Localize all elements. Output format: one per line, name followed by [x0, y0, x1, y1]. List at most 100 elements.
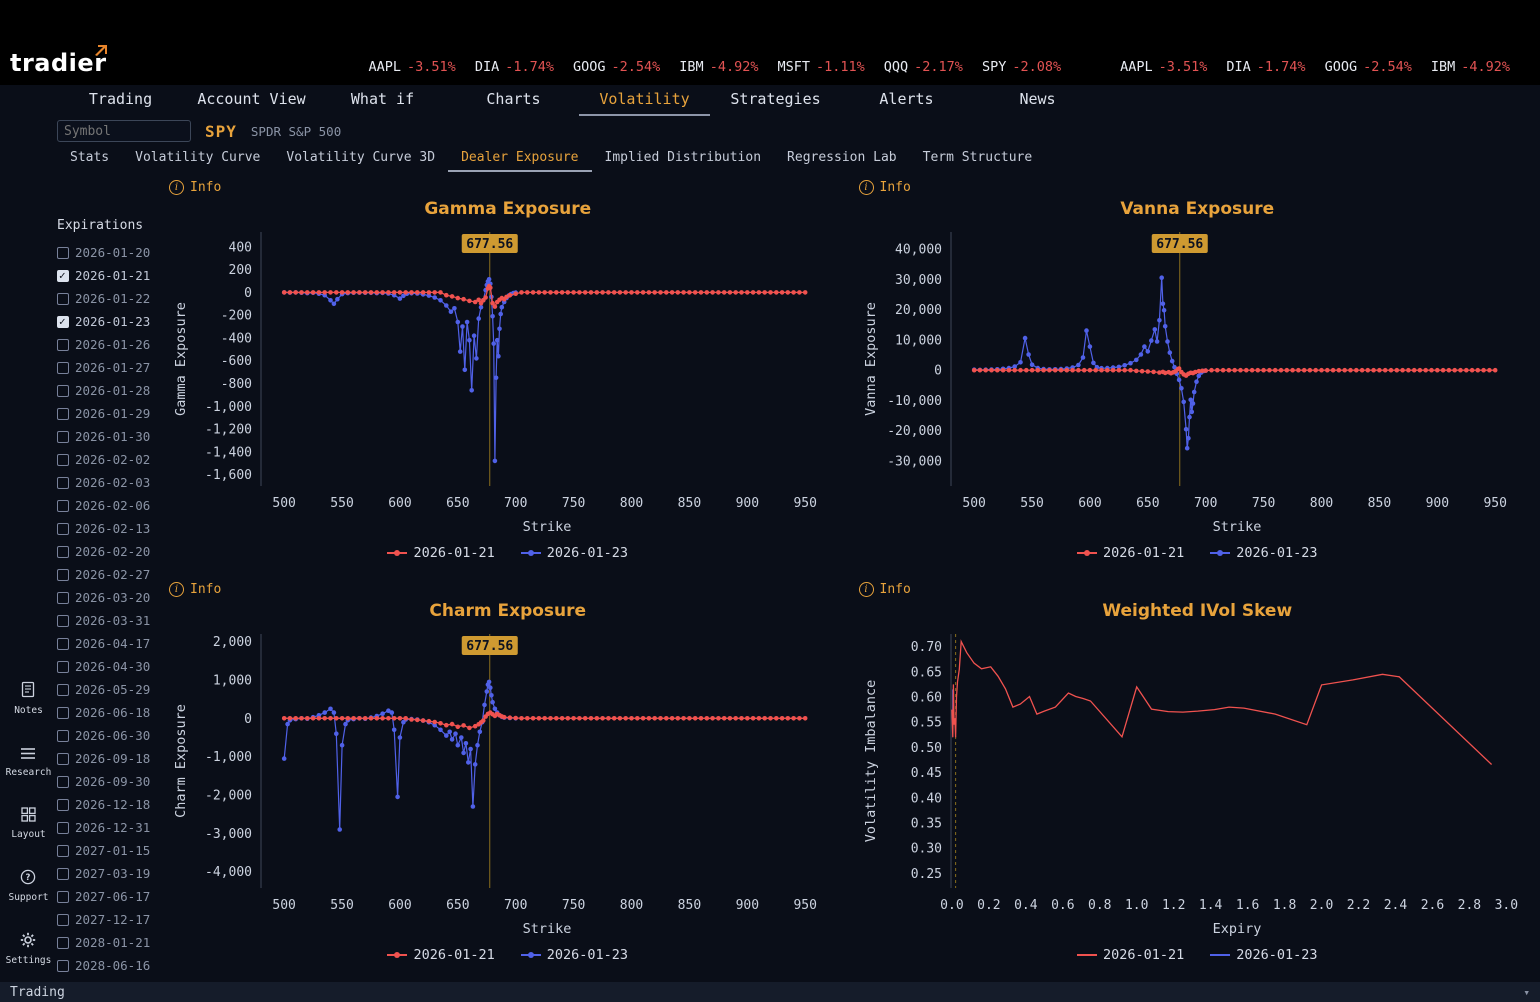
ticker-item[interactable]: QQQ -2.17% [884, 59, 963, 75]
subtab-volatility-curve-3d[interactable]: Volatility Curve 3D [286, 150, 436, 165]
checkbox-icon[interactable] [57, 959, 69, 972]
checkbox-icon[interactable] [57, 591, 69, 604]
bottom-bar-tab[interactable]: Trading [10, 984, 65, 1000]
expiration-checkbox-item[interactable]: 2027-12-17 [57, 908, 161, 931]
expiration-checkbox-item[interactable]: 2026-09-30 [57, 770, 161, 793]
expiration-checkbox-item[interactable]: 2026-09-18 [57, 747, 161, 770]
checkbox-icon[interactable] [57, 913, 69, 926]
checkbox-icon[interactable] [57, 890, 69, 903]
vanna-exposure-chart[interactable]: 40,000 30,000 20,000 10,000 0 -10,000 -20,000 -… [859, 224, 1531, 542]
expiration-checkbox-item[interactable]: 2027-06-17 [57, 885, 161, 908]
expiration-checkbox-item[interactable]: 2026-01-26 [57, 333, 161, 356]
checkbox-icon[interactable] [57, 407, 69, 420]
checkbox-icon[interactable] [57, 936, 69, 949]
checkbox-icon[interactable] [57, 821, 69, 834]
rail-item-notes[interactable]: Notes [14, 681, 43, 716]
expiration-checkbox-item[interactable]: 2026-04-30 [57, 655, 161, 678]
chevron-down-icon[interactable] [1523, 986, 1530, 999]
checkbox-icon[interactable] [57, 545, 69, 558]
ticker-item[interactable]: GOOG -2.54% [1325, 59, 1412, 75]
nav-item-trading[interactable]: Trading [88, 90, 153, 108]
ticker-item[interactable]: GOOG -2.54% [573, 59, 660, 75]
nav-item-charts[interactable]: Charts [486, 90, 541, 108]
ticker-item[interactable]: IBM -4.92% [1431, 59, 1510, 75]
expiration-checkbox-item[interactable]: 2026-02-20 [57, 540, 161, 563]
checkbox-icon[interactable] [57, 614, 69, 627]
checkbox-icon[interactable] [57, 246, 69, 259]
nav-item-strategies[interactable]: Strategies [730, 90, 821, 108]
checkbox-icon[interactable] [57, 361, 69, 374]
expiration-checkbox-item[interactable]: 2026-03-20 [57, 586, 161, 609]
checkbox-icon[interactable] [57, 430, 69, 443]
rail-item-layout[interactable]: Layout [11, 807, 46, 840]
expiration-checkbox-item[interactable]: 2026-02-06 [57, 494, 161, 517]
expiration-checkbox-item[interactable]: 2026-06-30 [57, 724, 161, 747]
checkbox-icon[interactable] [57, 637, 69, 650]
expiration-checkbox-item[interactable]: 2026-01-30 [57, 425, 161, 448]
checkbox-icon[interactable] [57, 752, 69, 765]
checkbox-icon[interactable] [57, 476, 69, 489]
expiration-checkbox-item[interactable]: 2026-01-21 [57, 264, 161, 287]
ticker-item[interactable]: MSFT -1.11% [777, 59, 864, 75]
expiration-checkbox-item[interactable]: 2026-06-18 [57, 701, 161, 724]
checkbox-icon[interactable] [57, 775, 69, 788]
checkbox-icon[interactable] [57, 292, 69, 305]
expiration-checkbox-item[interactable]: 2026-04-17 [57, 632, 161, 655]
legend-item[interactable]: 2026-01-23 [1210, 545, 1318, 561]
checkbox-icon[interactable] [57, 315, 69, 328]
expiration-checkbox-item[interactable]: 2027-01-15 [57, 839, 161, 862]
subtab-stats[interactable]: Stats [70, 150, 110, 165]
expiration-checkbox-item[interactable]: 2026-05-29 [57, 678, 161, 701]
expiration-checkbox-item[interactable]: 2026-03-31 [57, 609, 161, 632]
expiration-checkbox-item[interactable]: 2026-01-29 [57, 402, 161, 425]
expiration-checkbox-item[interactable]: 2026-01-27 [57, 356, 161, 379]
ticker-item[interactable]: IBM -4.92% [679, 59, 758, 75]
subtab-volatility-curve[interactable]: Volatility Curve [135, 150, 261, 165]
legend-item[interactable]: 2026-01-21 [387, 545, 495, 561]
info-button[interactable]: Info [858, 580, 911, 600]
checkbox-icon[interactable] [57, 499, 69, 512]
info-button[interactable]: Info [169, 178, 221, 198]
checkbox-icon[interactable] [57, 798, 69, 811]
rail-item-support[interactable]: ? Support [8, 869, 49, 903]
legend-item[interactable]: 2026-01-21 [387, 947, 495, 963]
tradier-logo[interactable]: tradier [10, 45, 107, 75]
expiration-checkbox-item[interactable]: 2026-01-23 [57, 310, 161, 333]
nav-item-news[interactable]: News [1019, 90, 1056, 108]
ticker-item[interactable]: AAPL -3.51% [1120, 59, 1207, 75]
checkbox-icon[interactable] [57, 269, 69, 282]
expiration-checkbox-item[interactable]: 2027-03-19 [57, 862, 161, 885]
legend-item[interactable]: 2026-01-23 [1210, 947, 1318, 963]
expiration-checkbox-item[interactable]: 2026-01-20 [57, 241, 161, 264]
subtab-term-structure[interactable]: Term Structure [922, 150, 1033, 165]
checkbox-icon[interactable] [57, 729, 69, 742]
nav-item-account-view[interactable]: Account View [197, 90, 306, 108]
ticker-item[interactable]: DIA -1.74% [1226, 59, 1305, 75]
expiration-checkbox-item[interactable]: 2026-12-18 [57, 793, 161, 816]
legend-item[interactable]: 2026-01-21 [1076, 545, 1184, 561]
charm-exposure-chart[interactable]: 2,000 1,000 0 -1,000 -2,000 -3,000 -4,000 500 55… [169, 626, 841, 944]
legend-item[interactable]: 2026-01-23 [520, 545, 628, 561]
ticker-item[interactable]: DIA -1.74% [475, 59, 554, 75]
weighted-ivol-skew-chart[interactable]: 0.70 0.65 0.60 0.55 0.50 0.45 0.40 0.35 0.30 0.25… [859, 626, 1531, 944]
ticker-item[interactable]: AAPL -3.51% [369, 59, 456, 75]
legend-item[interactable]: 2026-01-23 [520, 947, 628, 963]
nav-item-what-if[interactable]: What if [350, 90, 415, 108]
info-button[interactable]: Info [169, 580, 221, 600]
expiration-checkbox-item[interactable]: 2026-02-13 [57, 517, 161, 540]
expiration-checkbox-item[interactable]: 2026-02-03 [57, 471, 161, 494]
expiration-checkbox-item[interactable]: 2028-01-21 [57, 931, 161, 954]
subtab-regression-lab[interactable]: Regression Lab [787, 150, 897, 165]
rail-item-settings[interactable]: Settings [6, 932, 51, 966]
expiration-checkbox-item[interactable]: 2028-06-16 [57, 954, 161, 977]
expiration-checkbox-item[interactable]: 2026-02-27 [57, 563, 161, 586]
legend-item[interactable]: 2026-01-21 [1076, 947, 1184, 963]
ticker-item[interactable]: SPY -2.08% [982, 59, 1061, 75]
checkbox-icon[interactable] [57, 384, 69, 397]
checkbox-icon[interactable] [57, 706, 69, 719]
gamma-exposure-chart[interactable]: 400 200 0 -200 -400 -600 -800 -1,000 -1,200 -1,40… [169, 224, 841, 542]
symbol-input[interactable] [57, 120, 191, 142]
checkbox-icon[interactable] [57, 660, 69, 673]
nav-item-alerts[interactable]: Alerts [879, 90, 934, 108]
expiration-checkbox-item[interactable]: 2026-01-22 [57, 287, 161, 310]
